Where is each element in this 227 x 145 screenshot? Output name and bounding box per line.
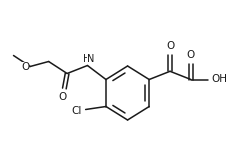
Text: O: O (187, 49, 195, 59)
Text: N: N (86, 54, 94, 64)
Text: Cl: Cl (72, 106, 82, 116)
Text: O: O (58, 93, 67, 103)
Text: O: O (166, 41, 174, 51)
Text: O: O (21, 61, 29, 71)
Text: OH: OH (211, 75, 227, 85)
Text: H: H (83, 54, 90, 64)
